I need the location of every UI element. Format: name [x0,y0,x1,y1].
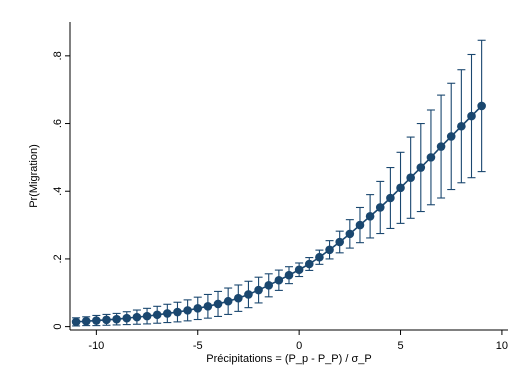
data-point [375,203,385,212]
data-point [365,211,375,221]
x-tick-label: -5 [193,340,203,352]
data-point [254,285,263,295]
data-point [345,229,355,239]
data-point [163,309,172,318]
data-point [193,304,203,313]
y-tick-label: .2 [52,254,64,263]
data-point [244,290,253,299]
data-point [355,220,365,230]
data-point [446,132,456,141]
y-tick-label: 0 [52,324,64,330]
data-point [335,237,344,247]
data-point [71,317,81,327]
data-point [234,293,243,303]
y-tick-label: .6 [52,119,64,128]
data-point [213,299,223,309]
data-point [436,142,446,151]
x-axis-title: Précipitations = (P_p - P_P) / σ_P [206,353,371,365]
axes [69,22,508,331]
data-point [304,259,314,269]
data-point [122,313,132,323]
y-tick-label: .4 [52,187,64,196]
data-point [406,173,415,182]
data-point [152,310,162,320]
data-point [274,275,284,285]
data-points [71,101,486,327]
data-point [203,302,213,311]
data-point [426,153,436,162]
data-point [315,252,324,262]
data-point [294,265,304,275]
data-point [142,311,152,321]
data-point [92,316,101,325]
data-point [132,312,142,322]
ticks: -10 -5 0 5 10 0 .2 .4 .6 .8 [52,51,508,352]
data-point [81,316,91,326]
data-point [396,183,405,193]
x-tick-label: 10 [496,340,508,352]
data-point [223,296,233,306]
data-point [386,193,395,203]
data-point [416,163,426,172]
data-point [102,315,111,325]
y-axis-title: Pr(Migration) [28,144,40,208]
data-point [112,314,121,324]
data-point [183,306,192,315]
data-point [457,121,466,131]
y-tick-label: .8 [52,51,64,60]
data-point [467,111,476,121]
data-point [325,245,334,255]
x-tick-label: 5 [397,340,403,352]
x-tick-label: -10 [88,340,104,352]
x-tick-label: 0 [296,340,302,352]
data-point [477,101,486,111]
data-point [173,307,182,317]
data-point [284,270,294,280]
data-point [264,281,274,290]
